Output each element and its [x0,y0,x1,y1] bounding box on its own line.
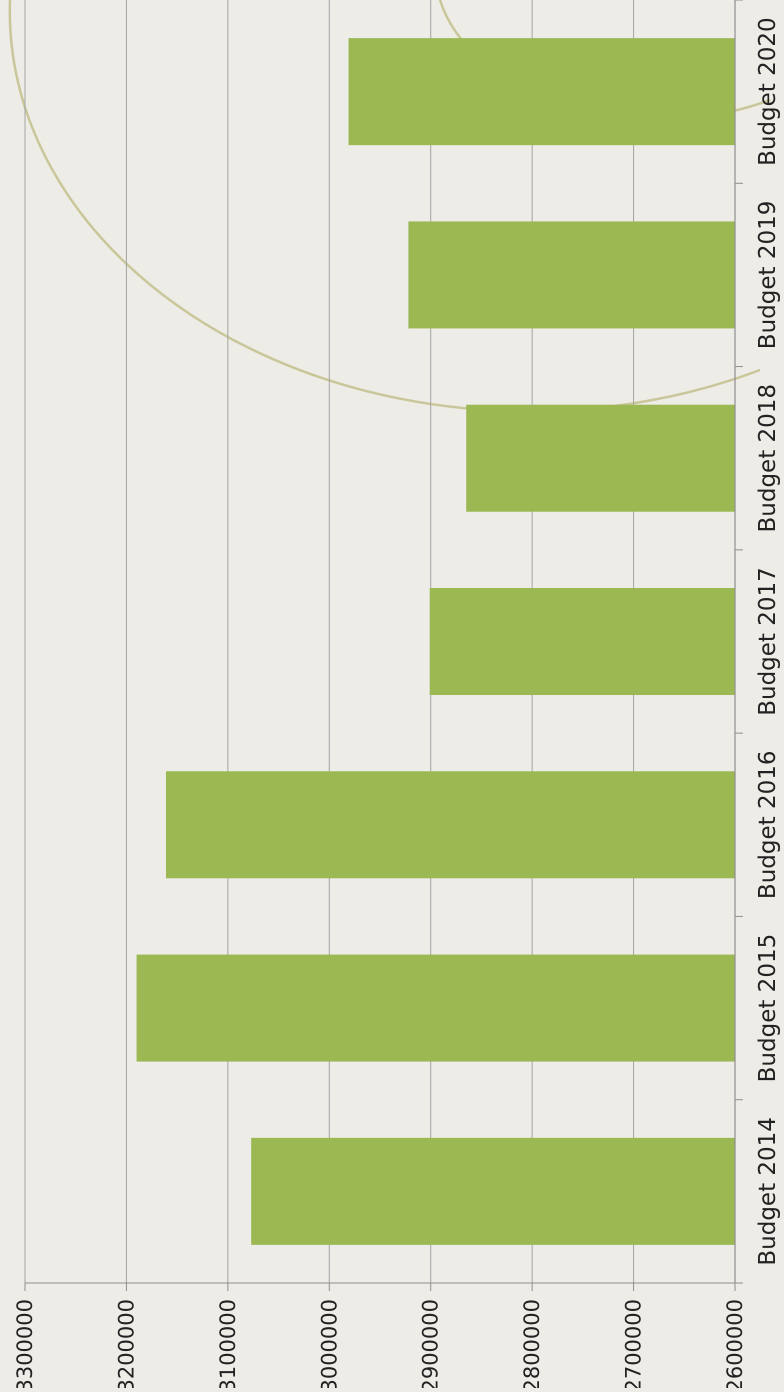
value-tick-label: 2600000 [723,1299,747,1388]
category-label: Budget 2016 [755,750,781,899]
category-label: Budget 2015 [755,934,781,1083]
value-tick-label: 3300000 [13,1299,37,1388]
category-label: Budget 2019 [755,201,781,350]
bar-budget-2014 [251,1137,735,1245]
category-label: Budget 2018 [755,384,781,533]
bar-budget-2015 [136,954,736,1062]
bars [136,38,736,1245]
bar-budget-2020 [348,38,735,146]
value-tick-label: 3100000 [216,1299,240,1388]
value-tick-label: 2800000 [520,1299,544,1388]
bar-budget-2016 [165,771,735,879]
bar-budget-2017 [429,588,735,695]
bar-budget-2019 [408,221,735,329]
value-tick-label: 2900000 [419,1299,443,1388]
value-tick-label: 2700000 [622,1299,646,1388]
axes [24,0,743,1291]
category-label: Budget 2020 [755,17,781,166]
value-tick-label: 3000000 [317,1299,341,1388]
category-label: Budget 2014 [755,1117,781,1266]
value-tick-label: 3200000 [114,1299,138,1388]
category-label: Budget 2017 [755,567,781,716]
labels: 2600000 2700000 2800000 2900000 3000000 31000… [13,17,781,1392]
bar-budget-2018 [466,404,735,512]
